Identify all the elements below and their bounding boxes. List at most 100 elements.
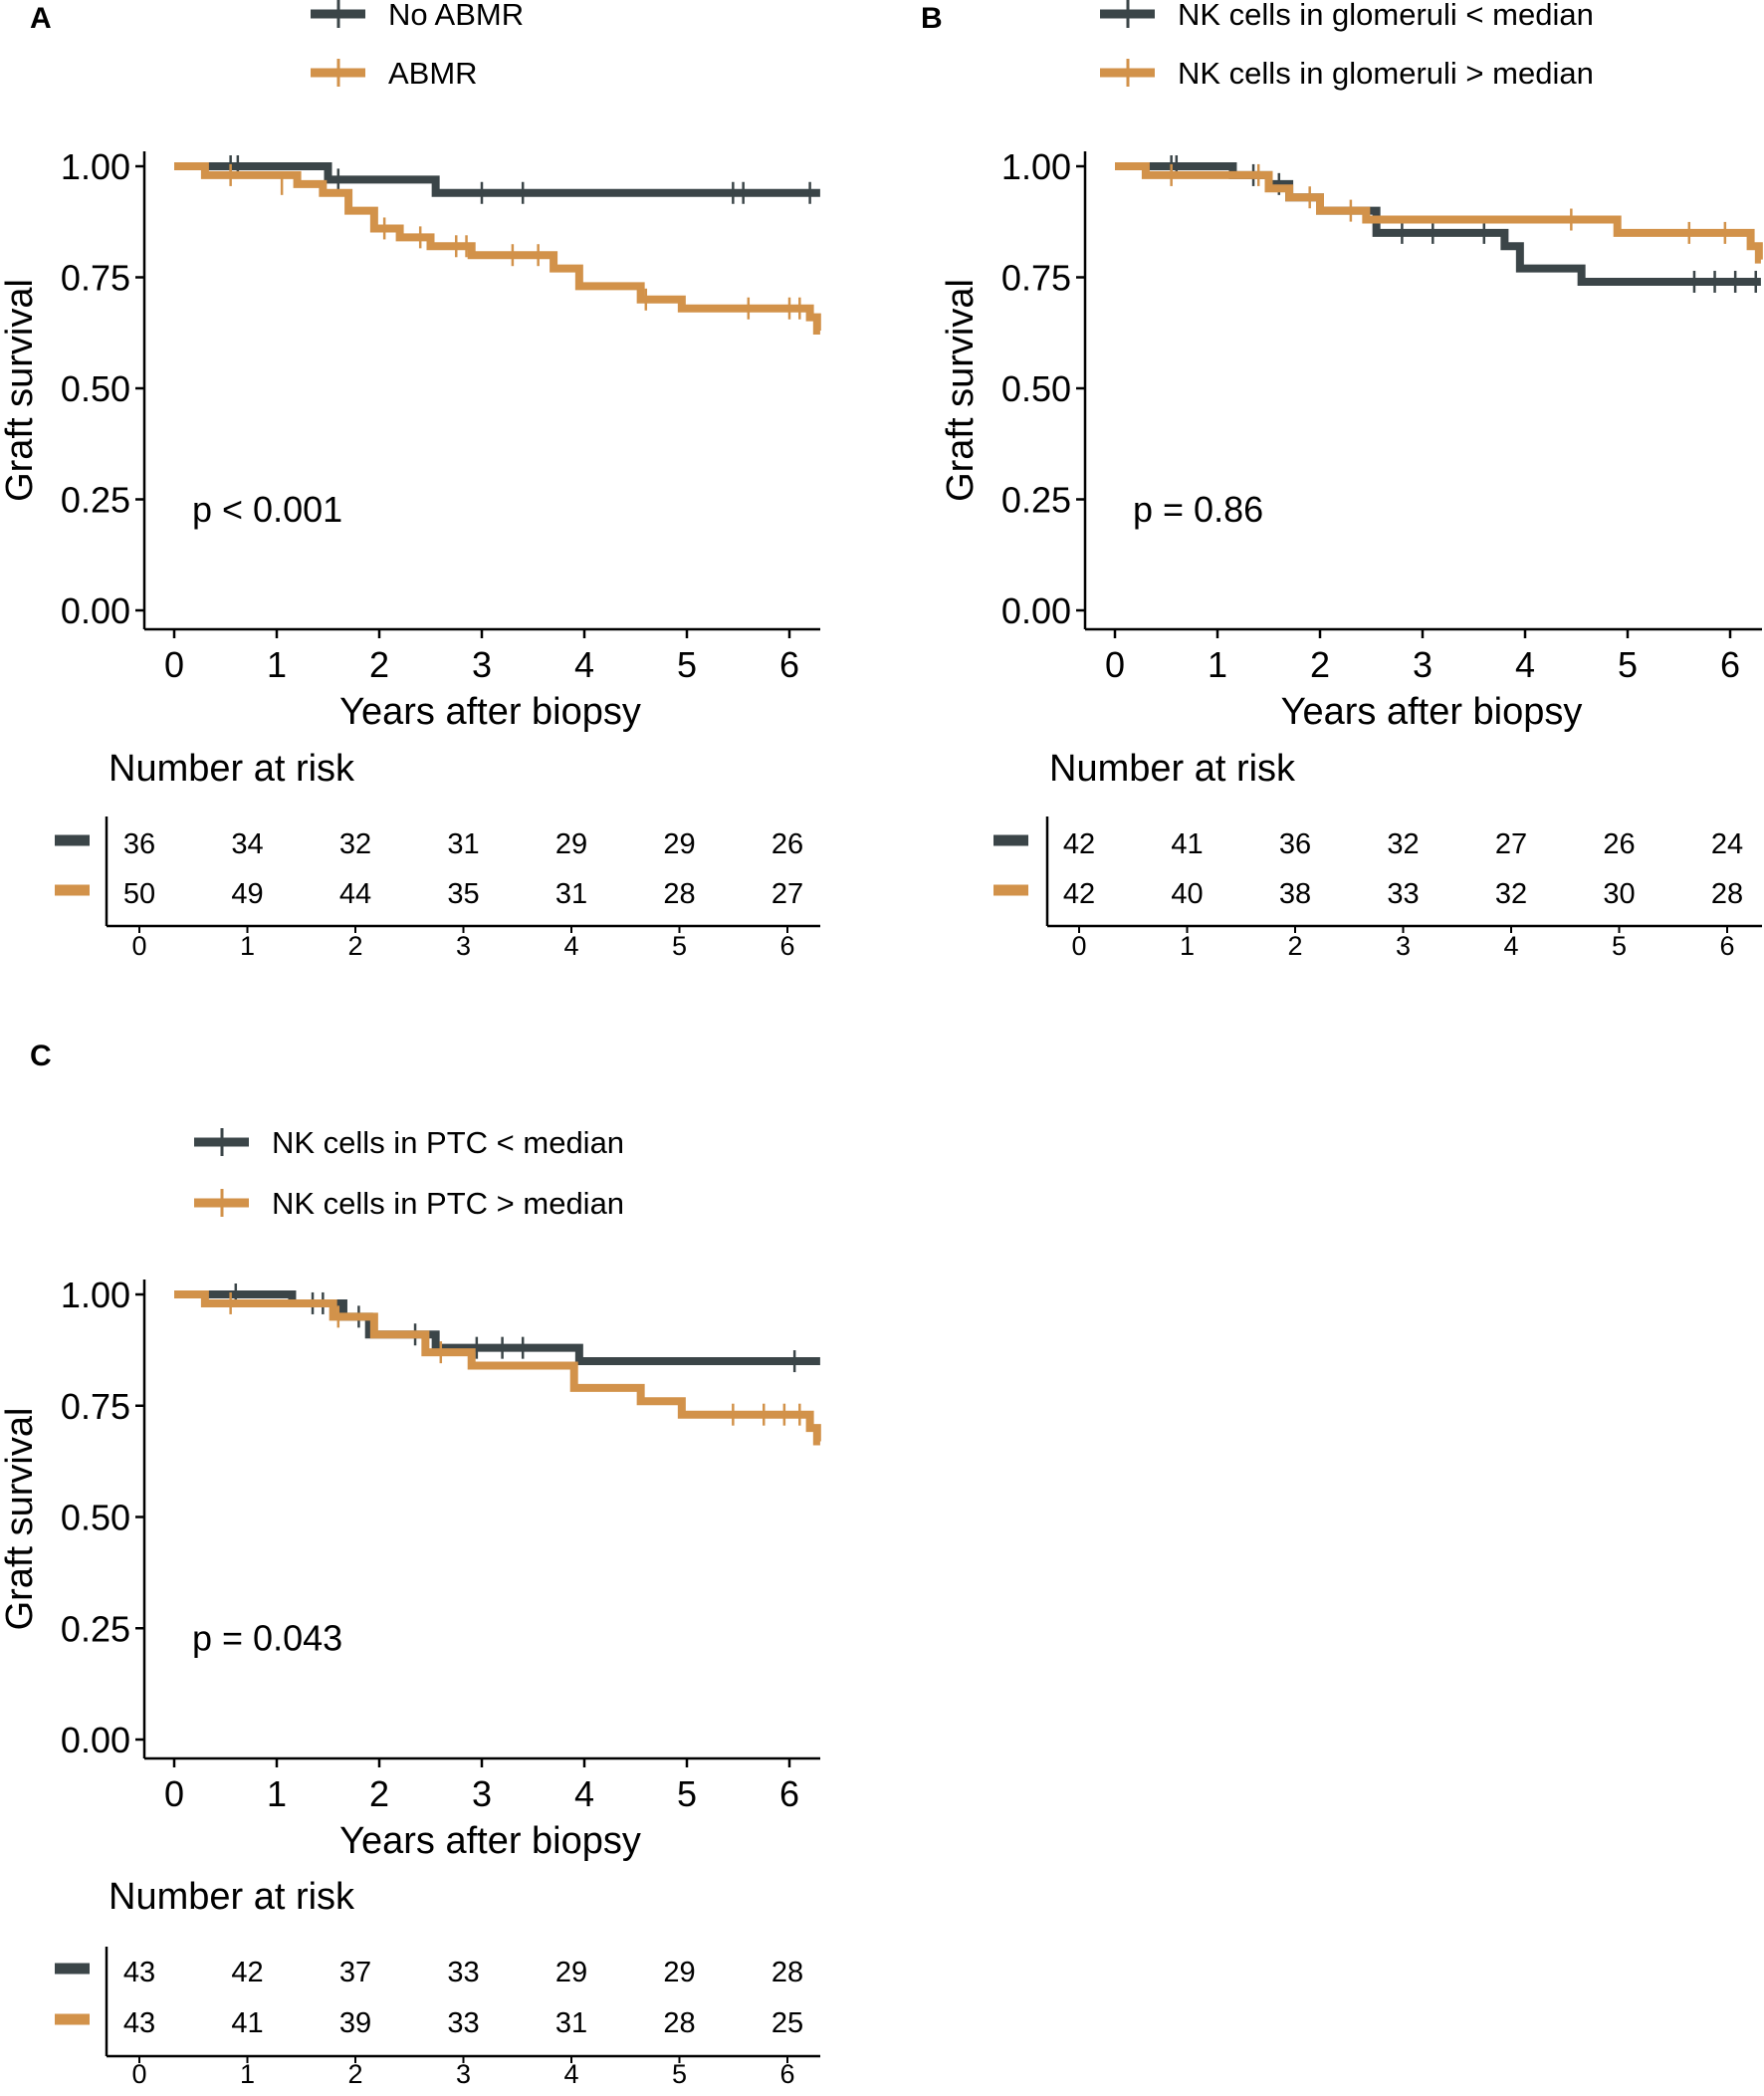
panel-label: A bbox=[30, 2, 52, 35]
panel-label: B bbox=[921, 2, 943, 35]
panel-b: B NK cells in glomeruli < median NK cells … bbox=[921, 0, 1763, 961]
risk-value: 35 bbox=[447, 878, 479, 910]
risk-value: 29 bbox=[555, 828, 587, 860]
legend-item: NK cells in PTC > median bbox=[194, 1186, 624, 1221]
x-tick-label: 1 bbox=[267, 644, 287, 685]
y-tick-label: 0.25 bbox=[1001, 480, 1071, 521]
x-tick-label: 5 bbox=[1618, 644, 1638, 685]
risk-value: 28 bbox=[663, 878, 695, 910]
risk-value: 36 bbox=[1279, 828, 1311, 860]
risk-tick-label: 4 bbox=[563, 931, 578, 961]
risk-value: 31 bbox=[555, 2007, 587, 2039]
legend-label: No ABMR bbox=[388, 0, 524, 32]
risk-value: 31 bbox=[447, 828, 479, 860]
risk-tick-label: 6 bbox=[1719, 931, 1734, 961]
risk-tick-label: 6 bbox=[779, 2059, 794, 2089]
risk-tick-label: 1 bbox=[240, 2059, 255, 2089]
series-2 bbox=[1115, 162, 1763, 264]
y-tick-label: 1.00 bbox=[61, 146, 130, 187]
legend-label: ABMR bbox=[388, 56, 478, 91]
risk-value: 34 bbox=[231, 828, 263, 860]
series-2 bbox=[174, 1290, 821, 1446]
risk-value: 40 bbox=[1171, 878, 1203, 910]
x-tick-label: 4 bbox=[574, 1773, 594, 1814]
y-axis-title: Graft survival bbox=[940, 279, 982, 502]
x-tick-label: 5 bbox=[677, 644, 697, 685]
risk-value: 32 bbox=[339, 828, 371, 860]
panel-c: C NK cells in PTC < median NK cells in PTC… bbox=[0, 1040, 821, 2089]
series-2 bbox=[174, 162, 821, 336]
risk-value: 25 bbox=[772, 2007, 803, 2039]
risk-value: 26 bbox=[1603, 828, 1635, 860]
x-tick-label: 2 bbox=[1310, 644, 1330, 685]
risk-value: 44 bbox=[339, 878, 371, 910]
risk-value: 32 bbox=[1495, 878, 1527, 910]
x-tick-label: 6 bbox=[779, 644, 799, 685]
y-tick-label: 0.25 bbox=[61, 1608, 130, 1649]
x-tick-label: 4 bbox=[1515, 644, 1535, 685]
legend-item: NK cells in glomeruli > median bbox=[1100, 56, 1594, 91]
y-axis-title: Graft survival bbox=[0, 279, 41, 502]
risk-tick-label: 1 bbox=[240, 931, 255, 961]
risk-value: 29 bbox=[663, 828, 695, 860]
x-tick-label: 6 bbox=[1720, 644, 1740, 685]
x-tick-label: 0 bbox=[164, 1773, 184, 1814]
x-tick-label: 3 bbox=[472, 1773, 492, 1814]
x-tick-label: 3 bbox=[1413, 644, 1433, 685]
survival-curve bbox=[1115, 162, 1761, 286]
survival-curve bbox=[174, 162, 821, 336]
risk-value: 28 bbox=[663, 2007, 695, 2039]
legend-label: NK cells in PTC > median bbox=[272, 1186, 624, 1221]
p-value: p = 0.86 bbox=[1133, 489, 1263, 530]
risk-value: 43 bbox=[123, 1957, 155, 1988]
y-tick-label: 0.75 bbox=[61, 258, 130, 299]
x-tick-label: 6 bbox=[779, 1773, 799, 1814]
legend-label: NK cells in PTC < median bbox=[272, 1125, 624, 1160]
x-tick-label: 1 bbox=[267, 1773, 287, 1814]
risk-value: 27 bbox=[772, 878, 803, 910]
x-tick-label: 0 bbox=[164, 644, 184, 685]
risk-value: 31 bbox=[555, 878, 587, 910]
risk-value: 29 bbox=[555, 1957, 587, 1988]
legend-item: NK cells in glomeruli < median bbox=[1100, 0, 1594, 32]
risk-tick-label: 3 bbox=[456, 931, 471, 961]
y-tick-label: 0.25 bbox=[61, 480, 130, 521]
risk-tick-label: 6 bbox=[779, 931, 794, 961]
risk-tick-label: 3 bbox=[1396, 931, 1411, 961]
x-axis-title: Years after biopsy bbox=[339, 691, 641, 733]
survival-curve bbox=[174, 1290, 821, 1446]
y-tick-label: 0.75 bbox=[61, 1386, 130, 1427]
risk-value: 32 bbox=[1387, 828, 1419, 860]
y-axis-title: Graft survival bbox=[0, 1408, 41, 1631]
x-tick-label: 1 bbox=[1208, 644, 1227, 685]
y-tick-label: 0.50 bbox=[61, 1498, 130, 1538]
y-tick-label: 0.00 bbox=[1001, 590, 1071, 631]
risk-value: 37 bbox=[339, 1957, 371, 1988]
risk-value: 33 bbox=[1387, 878, 1419, 910]
legend-label: NK cells in glomeruli < median bbox=[1178, 0, 1594, 32]
risk-table-title: Number at risk bbox=[109, 748, 355, 790]
risk-value: 41 bbox=[231, 2007, 263, 2039]
risk-value: 24 bbox=[1711, 828, 1743, 860]
x-tick-label: 3 bbox=[472, 644, 492, 685]
p-value: p = 0.043 bbox=[192, 1618, 342, 1659]
y-tick-label: 0.50 bbox=[61, 368, 130, 409]
risk-tick-label: 2 bbox=[347, 931, 362, 961]
risk-value: 29 bbox=[663, 1957, 695, 1988]
p-value: p < 0.001 bbox=[192, 489, 342, 530]
risk-value: 38 bbox=[1279, 878, 1311, 910]
risk-tick-label: 5 bbox=[672, 2059, 687, 2089]
risk-tick-label: 5 bbox=[672, 931, 687, 961]
y-tick-label: 0.50 bbox=[1001, 368, 1071, 409]
survival-curve bbox=[1115, 162, 1763, 264]
series-1 bbox=[174, 1283, 820, 1373]
risk-value: 49 bbox=[231, 878, 263, 910]
risk-value: 26 bbox=[772, 828, 803, 860]
legend: No ABMR ABMR bbox=[311, 0, 524, 91]
survival-curve bbox=[174, 162, 820, 197]
panel-label: C bbox=[30, 1040, 52, 1072]
risk-tick-label: 3 bbox=[456, 2059, 471, 2089]
